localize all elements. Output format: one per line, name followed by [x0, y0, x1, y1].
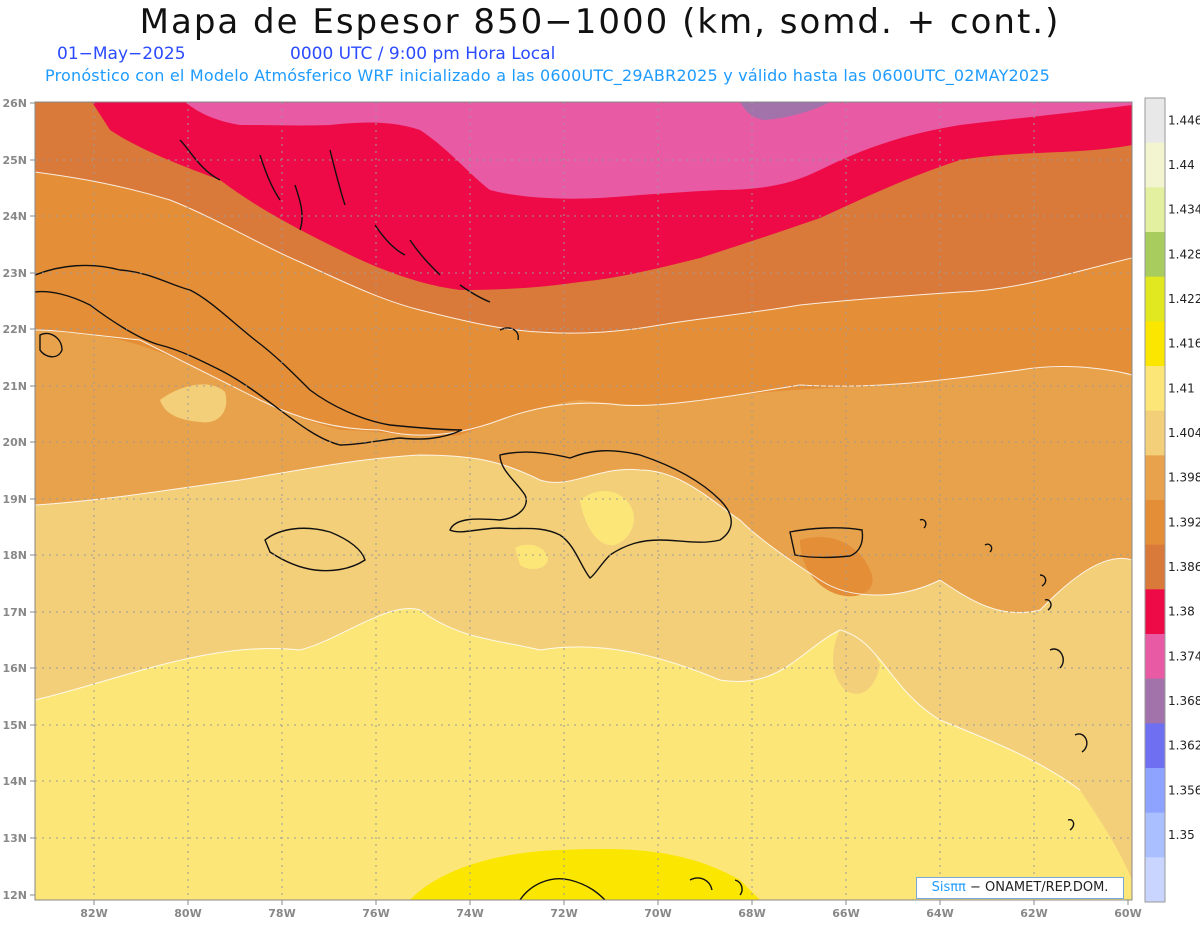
legend-swatch [1145, 232, 1165, 278]
legend-swatch [1145, 321, 1165, 367]
legend-label: 1.44 [1168, 158, 1195, 172]
legend-label: 1.404 [1168, 426, 1200, 440]
lon-label: 64W [926, 907, 953, 920]
lon-label: 80W [174, 907, 201, 920]
legend-swatch [1145, 857, 1165, 903]
lat-label: 18N [2, 549, 27, 562]
patch-mid-east [833, 629, 880, 694]
lon-label: 60W [1114, 907, 1141, 920]
legend-swatch [1145, 589, 1165, 635]
lat-label: 19N [2, 493, 27, 506]
lat-label: 12N [2, 889, 27, 902]
lat-label: 15N [2, 719, 27, 732]
lon-label: 76W [362, 907, 389, 920]
forecast-time: 0000 UTC / 9:00 pm Hora Local [290, 44, 556, 64]
lon-label: 74W [456, 907, 483, 920]
legend-swatch [1145, 410, 1165, 456]
lat-label: 17N [2, 606, 27, 619]
warm-patch-cuba [160, 384, 227, 423]
legend-swatch [1145, 812, 1165, 858]
legend-label: 1.428 [1168, 247, 1200, 261]
lon-label: 78W [268, 907, 295, 920]
color-legend: 1.446 1.44 1.434 1.428 1.422 1.416 1.41 1.404 1.… [1144, 97, 1200, 903]
lon-label: 68W [738, 907, 765, 920]
lon-label: 70W [644, 907, 671, 920]
lon-label: 66W [832, 907, 859, 920]
legend-label: 1.446 [1168, 113, 1200, 127]
patch-pr-south [800, 536, 873, 597]
turks-caicos [499, 327, 519, 341]
forecast-date: 01−May−2025 [57, 44, 186, 64]
legend-label: 1.398 [1168, 471, 1200, 485]
thickness-band-1374 [185, 102, 1132, 199]
puerto-rico-coast [789, 527, 864, 559]
warm-patch-hispaniola [580, 490, 635, 546]
south-america-coast [519, 877, 743, 900]
lat-label: 14N [2, 775, 27, 788]
lesser-antilles [919, 518, 1088, 831]
map-title: Mapa de Espesor 850−1000 (km, somd. + co… [139, 2, 1061, 42]
credit-brand: Sisππ [931, 880, 966, 895]
legend-label: 1.35 [1168, 828, 1195, 842]
lat-label: 23N [2, 267, 27, 280]
legend-swatch [1145, 366, 1165, 412]
credit-box: Sisππ − ONAMET/REP.DOM. [916, 877, 1124, 899]
thickness-band-1368 [740, 102, 830, 120]
legend-swatch [1145, 187, 1165, 233]
isla-juventud-coast [39, 332, 63, 358]
hispaniola-coast [449, 450, 732, 579]
longitude-labels: 82W 80W 78W 76W 74W 72W 70W 68W 66W 64W … [80, 907, 1141, 920]
lon-label: 82W [80, 907, 107, 920]
credit-text: − ONAMET/REP.DOM. [965, 880, 1109, 895]
lat-label: 13N [2, 832, 27, 845]
legend-label: 1.386 [1168, 560, 1200, 574]
legend-swatch [1145, 768, 1165, 814]
legend-label: 1.416 [1168, 337, 1200, 351]
lat-label: 25N [2, 154, 27, 167]
legend-label: 1.356 [1168, 783, 1200, 797]
jamaica-coast [264, 527, 366, 572]
lat-label: 16N [2, 662, 27, 675]
model-info: Pronóstico con el Modelo Atmósferico WRF… [45, 66, 1051, 85]
legend-label: 1.368 [1168, 694, 1200, 708]
legend-label: 1.362 [1168, 739, 1200, 753]
legend-frame [1144, 97, 1166, 903]
map-frame [34, 101, 1133, 901]
legend-swatch [1145, 678, 1165, 724]
lat-label: 26N [2, 97, 27, 110]
thickness-fill-layer [35, 102, 1132, 900]
legend-swatch [1145, 723, 1165, 769]
cuba-coast [35, 264, 463, 446]
legend-swatch [1145, 500, 1165, 546]
lon-label: 72W [550, 907, 577, 920]
lat-label: 20N [2, 436, 27, 449]
lat-label: 21N [2, 380, 27, 393]
legend-label: 1.434 [1168, 203, 1200, 217]
coastlines [35, 139, 1088, 900]
latitude-labels: 26N 25N 24N 23N 22N 21N 20N 19N 18N 17N … [2, 97, 27, 902]
thickness-band-1416 [410, 849, 760, 900]
legend-swatch [1145, 98, 1165, 144]
lat-label: 24N [2, 210, 27, 223]
legend-label: 1.38 [1168, 605, 1195, 619]
gridlines [35, 102, 1132, 900]
warm-patch-south [515, 544, 548, 570]
legend-label: 1.41 [1168, 381, 1195, 395]
legend-swatch [1145, 544, 1165, 590]
legend-swatch [1145, 276, 1165, 322]
tick-marks [30, 102, 1129, 905]
legend-swatch [1145, 634, 1165, 680]
lon-label: 62W [1020, 907, 1047, 920]
contour-lines [35, 171, 1132, 791]
legend-label: 1.422 [1168, 292, 1200, 306]
lat-label: 22N [2, 323, 27, 336]
legend-swatch [1145, 455, 1165, 501]
legend-swatch [1145, 142, 1165, 188]
legend-label: 1.392 [1168, 515, 1200, 529]
legend-label: 1.374 [1168, 649, 1200, 663]
